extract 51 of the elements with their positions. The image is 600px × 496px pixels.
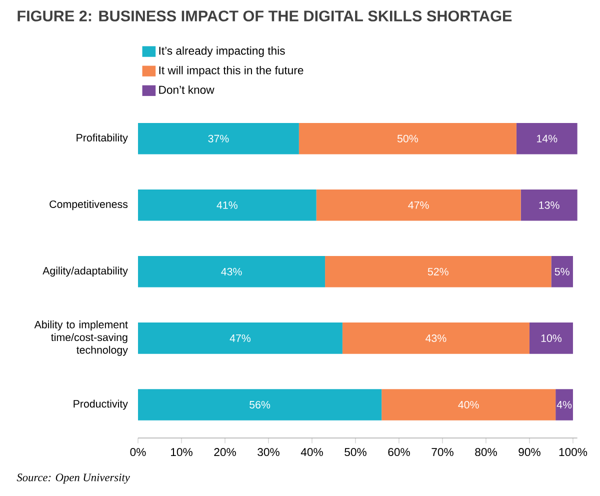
bar <box>556 389 573 420</box>
x-tick-label: 40% <box>300 448 323 456</box>
bar <box>516 122 578 154</box>
bar <box>138 389 382 420</box>
bar <box>138 322 342 354</box>
bar <box>529 322 573 354</box>
y-tick-label: Competitiveness <box>50 200 128 210</box>
bar <box>138 122 299 154</box>
bar <box>325 256 552 288</box>
x-tick-label: 70% <box>432 448 454 456</box>
data-label: 56% <box>250 400 270 408</box>
data-label: 5% <box>554 268 570 276</box>
data-label: 47% <box>408 201 429 209</box>
data-label: 43% <box>221 268 242 276</box>
x-tick-label: 50% <box>344 448 366 456</box>
data-label: 4% <box>556 400 572 408</box>
text: Source: Open University <box>16 474 130 484</box>
x-tick-label: 20% <box>214 448 236 456</box>
legend-label: It will impact this in the future <box>159 66 304 77</box>
bar <box>520 189 578 221</box>
bar <box>551 256 573 288</box>
x-tick-label: 60% <box>388 448 410 456</box>
y-tick-label: Ability to implement time/cost-saving technology <box>34 320 128 356</box>
legend-label: It’s already impacting this <box>159 46 285 57</box>
data-label: 14% <box>537 134 558 142</box>
y-tick-label: Productivity <box>74 400 128 410</box>
x-tick-label: 80% <box>475 448 497 456</box>
data-label: 43% <box>426 334 446 342</box>
x-tick-label: 10% <box>171 448 192 456</box>
bar <box>342 322 530 354</box>
bar <box>316 189 521 221</box>
data-label: 13% <box>539 201 560 209</box>
data-label: 52% <box>428 268 448 276</box>
data-label: 41% <box>216 201 238 209</box>
x-tick-label: 30% <box>258 448 280 456</box>
bar <box>138 189 316 221</box>
y-tick-label: Profitability <box>76 134 128 144</box>
data-label: 47% <box>230 334 251 342</box>
bar <box>138 256 326 288</box>
data-label: 10% <box>541 334 562 342</box>
bar <box>298 122 516 154</box>
data-label: 40% <box>458 400 479 408</box>
data-label: 37% <box>208 134 229 142</box>
chart-title: FIGURE 2: BUSINESS IMPACT OF THE DIGITAL SKILLS SHORTAGE <box>18 10 512 22</box>
x-tick-label: 100% <box>559 448 588 456</box>
data-label: 50% <box>397 134 418 142</box>
y-tick-label: Agility/adaptability <box>42 266 128 277</box>
legend-label: Don’t know <box>159 86 214 94</box>
x-tick-label: 90% <box>518 448 540 456</box>
x-tick-label: 0% <box>130 448 146 456</box>
bar <box>382 389 556 420</box>
